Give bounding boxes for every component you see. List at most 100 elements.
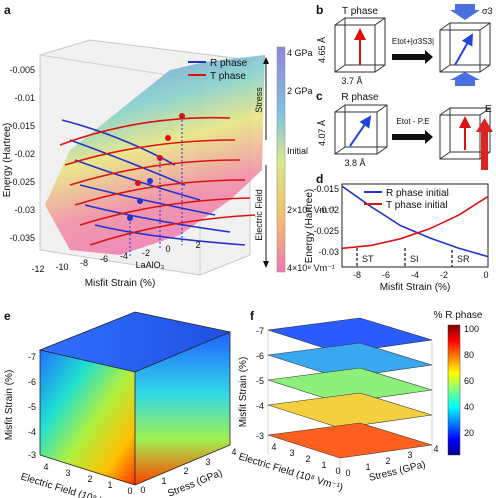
d-markers: [356, 248, 453, 267]
legend-r-initial: R phase initial: [386, 188, 449, 199]
xtick: 0: [483, 270, 488, 280]
marker-si: SI: [410, 254, 419, 264]
d-xlabel: Misfit Strain (%): [380, 282, 451, 293]
cbar-tick: 80: [464, 350, 474, 360]
t-phase-curves: [59, 116, 256, 246]
cbar-tick: 100: [464, 324, 479, 334]
r-phase-title: R phase: [341, 92, 379, 103]
crossing-markers: [127, 113, 185, 221]
dim-vertical-t: 4.65 Å: [317, 37, 327, 63]
stick: 3: [205, 457, 210, 467]
ytick: -0.015: [9, 121, 35, 131]
stick: 2: [385, 456, 390, 466]
cube-top-face: [40, 312, 230, 372]
stick: 3: [407, 450, 412, 460]
ytick: -0.025: [313, 226, 339, 236]
ytick: -0.035: [9, 233, 35, 243]
ztick: -7: [28, 352, 36, 362]
a-yticks: -0.005 -0.01 -0.015 -0.02 -0.025 -0.03 -…: [9, 65, 35, 243]
cbar-tick: 2×10⁸ Vm⁻¹: [287, 205, 335, 215]
slice-4: [267, 392, 433, 429]
xtick: -6: [382, 270, 390, 280]
xtick: -8: [353, 270, 361, 280]
panel-d: -0.015 -0.02 -0.025 -0.03 -8 -6 -4 -2 0 …: [304, 183, 489, 293]
ytick: -0.01: [14, 93, 35, 103]
ztick: -3: [28, 450, 36, 460]
a-legend: R phase T phase: [188, 58, 248, 82]
etick: 1: [321, 460, 326, 470]
etick: 1: [107, 480, 112, 490]
transform-arrow-c: [392, 130, 433, 144]
f-colorbar: % R phase 100 80 60 40 20: [434, 310, 483, 456]
cube-left-face: [40, 350, 135, 485]
xtick: -6: [100, 254, 108, 264]
ztick: -5: [28, 402, 36, 412]
efield-arrowhead: [263, 261, 269, 268]
slice-5: [267, 367, 433, 404]
d-legend: R phase initial T phase initial: [364, 188, 449, 211]
panel-label-a: a: [4, 3, 11, 17]
panel-label-e: e: [4, 309, 11, 323]
ytick: -0.02: [318, 205, 339, 215]
stick: 1: [365, 462, 370, 472]
panel-label-b: b: [316, 3, 323, 17]
f-zlabel: Misfit Strain (%): [238, 357, 249, 428]
f-cbar-title: % R phase: [434, 310, 483, 321]
dim-horizontal-r: 3.8 Å: [344, 158, 365, 168]
xtick: -10: [55, 262, 68, 272]
f-sticks: 0 1 2 3 4: [345, 444, 438, 478]
f-stress-label: Stress (GPa): [368, 459, 427, 484]
ztick: -4: [256, 401, 264, 411]
ytick: -0.015: [313, 184, 339, 194]
xtick: -4: [411, 270, 419, 280]
stress-label: Stress: [254, 87, 264, 113]
ztick: -6: [256, 351, 264, 361]
polarization-arrow-r: [349, 115, 372, 147]
d-ylabel: Energy (Hartree): [304, 189, 315, 263]
ztick: -5: [256, 376, 264, 386]
cbar-tick: Initial: [287, 146, 308, 156]
xtick: 0: [165, 244, 170, 254]
etick: 0: [335, 466, 340, 476]
f-slices: [267, 317, 433, 459]
stress-arrow-bottom: [450, 72, 480, 86]
etick: 0: [127, 486, 132, 496]
stick: 4: [433, 444, 438, 454]
d-series-line-1: [341, 195, 489, 250]
xtick: -12: [31, 264, 44, 274]
etick: 3: [289, 448, 294, 458]
drop-lines: [129, 116, 183, 258]
etick: 2: [305, 454, 310, 464]
dim-vertical-r: 4.07 Å: [317, 120, 327, 146]
legend-t-label: T phase: [210, 71, 246, 82]
a-xlabel: Misfit Strain (%): [85, 278, 156, 289]
slice-7: [267, 317, 433, 354]
xtick: -4: [120, 251, 128, 261]
stick: 4: [231, 447, 236, 457]
a-xticks: -12 -10 -8 -6 -4 -2 0 2: [31, 240, 200, 274]
d-xticks: -8 -6 -4 -2 0: [353, 270, 489, 280]
ytick: -0.03: [14, 205, 35, 215]
ztick: -7: [256, 326, 264, 336]
transform-c: Etot - P.E: [396, 117, 429, 126]
laalo3-label: LaAlO₃: [136, 260, 165, 270]
slice-3: [267, 422, 433, 459]
stick: 0: [140, 485, 145, 495]
etick: 2: [87, 474, 92, 484]
etick: 4: [271, 442, 276, 452]
efield-symbol: E: [485, 104, 492, 115]
e-stress-label: Stress (GPa): [166, 468, 224, 498]
e-zlabel: Misfit Strain (%): [4, 370, 15, 441]
transform-b: Etot+|σ3S3|: [392, 37, 434, 46]
xtick: -2: [440, 270, 448, 280]
colorbar-a: [276, 46, 286, 273]
efield-label: Electric Field: [254, 189, 264, 241]
xtick: -8: [80, 258, 88, 268]
d-plot-frame: [341, 183, 489, 268]
slice-6: [267, 342, 433, 379]
d-yticks: -0.015 -0.02 -0.025 -0.03: [313, 184, 339, 257]
ztick: -4: [28, 427, 36, 437]
panel-label-c: c: [316, 89, 323, 103]
marker-r: [147, 178, 153, 184]
